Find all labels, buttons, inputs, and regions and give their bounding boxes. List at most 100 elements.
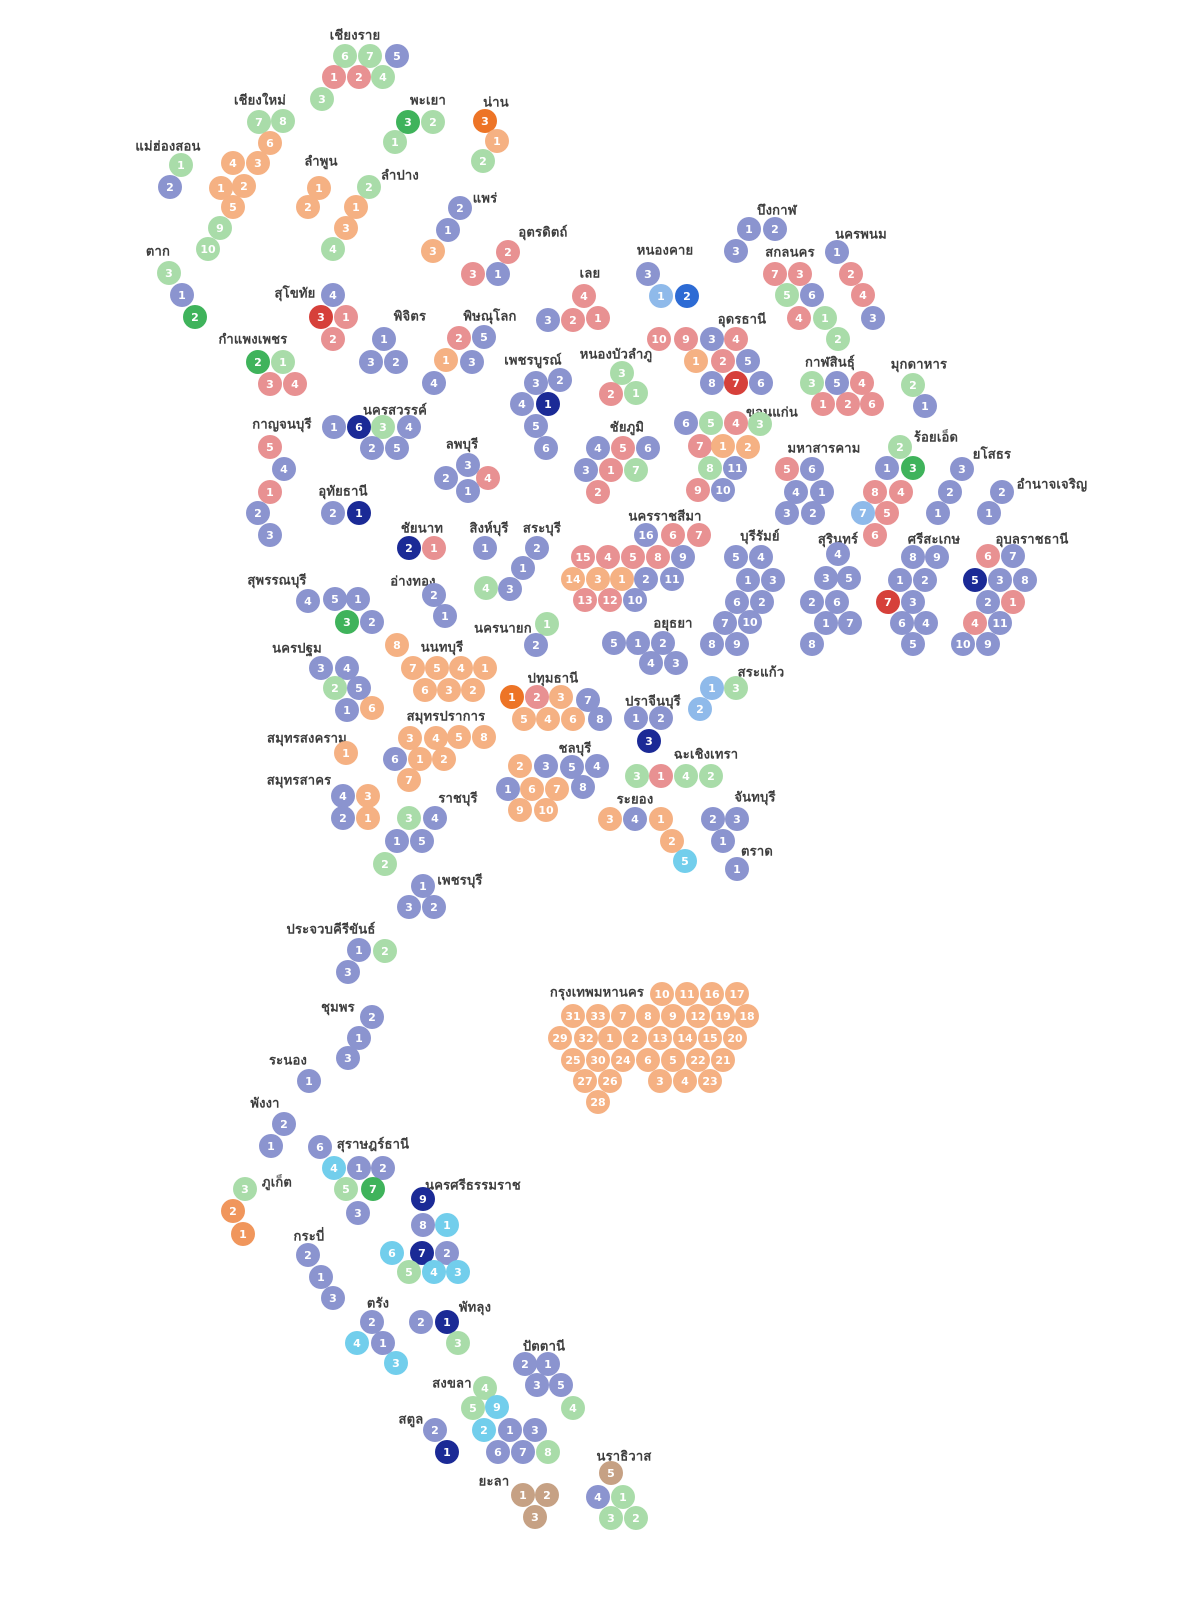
constituency-circle[interactable]: 8 [863,480,887,504]
constituency-circle[interactable]: 2 [183,305,207,329]
constituency-circle[interactable]: 3 [498,577,522,601]
constituency-circle[interactable]: 2 [360,1005,384,1029]
constituency-circle[interactable]: 7 [361,1177,385,1201]
constituency-circle[interactable]: 2 [839,262,863,286]
constituency-circle[interactable]: 4 [963,611,987,635]
constituency-circle[interactable]: 4 [639,651,663,675]
constituency-circle[interactable]: 1 [334,305,358,329]
constituency-circle[interactable]: 4 [596,545,620,569]
constituency-circle[interactable]: 4 [724,327,748,351]
constituency-circle[interactable]: 8 [636,1004,660,1028]
constituency-circle[interactable]: 9 [411,1187,435,1211]
constituency-circle[interactable]: 1 [344,195,368,219]
constituency-circle[interactable]: 7 [358,44,382,68]
constituency-circle[interactable]: 2 [701,807,725,831]
constituency-circle[interactable]: 2 [623,1026,647,1050]
constituency-circle[interactable]: 1 [649,807,673,831]
constituency-circle[interactable]: 25 [561,1048,585,1072]
constituency-circle[interactable]: 5 [875,501,899,525]
constituency-circle[interactable]: 1 [825,240,849,264]
constituency-circle[interactable]: 4 [851,283,875,307]
constituency-circle[interactable]: 6 [534,436,558,460]
constituency-circle[interactable]: 6 [661,523,685,547]
constituency-circle[interactable]: 1 [271,350,295,374]
constituency-circle[interactable]: 3 [437,678,461,702]
constituency-circle[interactable]: 1 [875,456,899,480]
constituency-circle[interactable]: 5 [699,411,723,435]
constituency-circle[interactable]: 1 [536,392,560,416]
constituency-circle[interactable]: 7 [851,501,875,525]
constituency-circle[interactable]: 5 [385,44,409,68]
constituency-circle[interactable]: 1 [624,706,648,730]
constituency-circle[interactable]: 2 [232,174,256,198]
constituency-circle[interactable]: 2 [736,435,760,459]
constituency-circle[interactable]: 6 [636,1048,660,1072]
constituency-circle[interactable]: 1 [611,1485,635,1509]
constituency-circle[interactable]: 5 [599,1461,623,1485]
constituency-circle[interactable]: 8 [411,1213,435,1237]
constituency-circle[interactable]: 4 [586,436,610,460]
constituency-circle[interactable]: 3 [309,656,333,680]
constituency-circle[interactable]: 8 [588,707,612,731]
constituency-circle[interactable]: 6 [333,44,357,68]
constituency-circle[interactable]: 2 [296,195,320,219]
constituency-circle[interactable]: 4 [296,589,320,613]
constituency-circle[interactable]: 3 [523,1418,547,1442]
constituency-circle[interactable]: 2 [321,501,345,525]
constituency-circle[interactable]: 2 [913,568,937,592]
constituency-circle[interactable]: 1 [684,349,708,373]
constituency-circle[interactable]: 2 [836,392,860,416]
constituency-circle[interactable]: 3 [421,239,445,263]
constituency-circle[interactable]: 2 [688,697,712,721]
constituency-circle[interactable]: 4 [422,1260,446,1284]
constituency-circle[interactable]: 4 [321,283,345,307]
constituency-circle[interactable]: 2 [296,1243,320,1267]
constituency-circle[interactable]: 3 [310,87,334,111]
constituency-circle[interactable]: 18 [735,1004,759,1028]
constituency-circle[interactable]: 6 [800,457,824,481]
constituency-circle[interactable]: 1 [309,1265,333,1289]
constituency-circle[interactable]: 3 [371,415,395,439]
constituency-circle[interactable]: 9 [485,1395,509,1419]
constituency-circle[interactable]: 3 [233,1177,257,1201]
constituency-circle[interactable]: 3 [525,1373,549,1397]
constituency-circle[interactable]: 1 [170,283,194,307]
constituency-circle[interactable]: 1 [649,284,673,308]
constituency-circle[interactable]: 3 [321,1286,345,1310]
constituency-circle[interactable]: 1 [711,434,735,458]
constituency-circle[interactable]: 2 [421,110,445,134]
constituency-circle[interactable]: 2 [373,852,397,876]
constituency-circle[interactable]: 3 [724,676,748,700]
constituency-circle[interactable]: 2 [471,149,495,173]
constituency-circle[interactable]: 10 [623,588,647,612]
constituency-circle[interactable]: 2 [801,501,825,525]
constituency-circle[interactable]: 1 [926,501,950,525]
constituency-circle[interactable]: 6 [380,1241,404,1265]
constituency-circle[interactable]: 3 [574,458,598,482]
constituency-circle[interactable]: 1 [297,1069,321,1093]
constituency-circle[interactable]: 5 [425,656,449,680]
constituency-circle[interactable]: 6 [976,544,1000,568]
constituency-circle[interactable]: 6 [636,436,660,460]
constituency-circle[interactable]: 3 [534,754,558,778]
constituency-circle[interactable]: 5 [524,414,548,438]
constituency-circle[interactable]: 4 [724,411,748,435]
constituency-circle[interactable]: 5 [397,1260,421,1284]
constituency-circle[interactable]: 21 [711,1048,735,1072]
constituency-circle[interactable]: 1 [435,1213,459,1237]
constituency-circle[interactable]: 2 [525,685,549,709]
constituency-circle[interactable]: 6 [890,611,914,635]
constituency-circle[interactable]: 3 [625,764,649,788]
constituency-circle[interactable]: 3 [599,1506,623,1530]
constituency-circle[interactable]: 2 [373,939,397,963]
constituency-circle[interactable]: 1 [610,567,634,591]
constituency-circle[interactable]: 8 [1013,568,1037,592]
constituency-circle[interactable]: 4 [321,237,345,261]
constituency-circle[interactable]: 3 [359,350,383,374]
constituency-circle[interactable]: 3 [396,110,420,134]
constituency-circle[interactable]: 1 [169,153,193,177]
constituency-circle[interactable]: 3 [336,960,360,984]
constituency-circle[interactable]: 5 [323,587,347,611]
constituency-circle[interactable]: 1 [586,306,610,330]
constituency-circle[interactable]: 1 [422,536,446,560]
